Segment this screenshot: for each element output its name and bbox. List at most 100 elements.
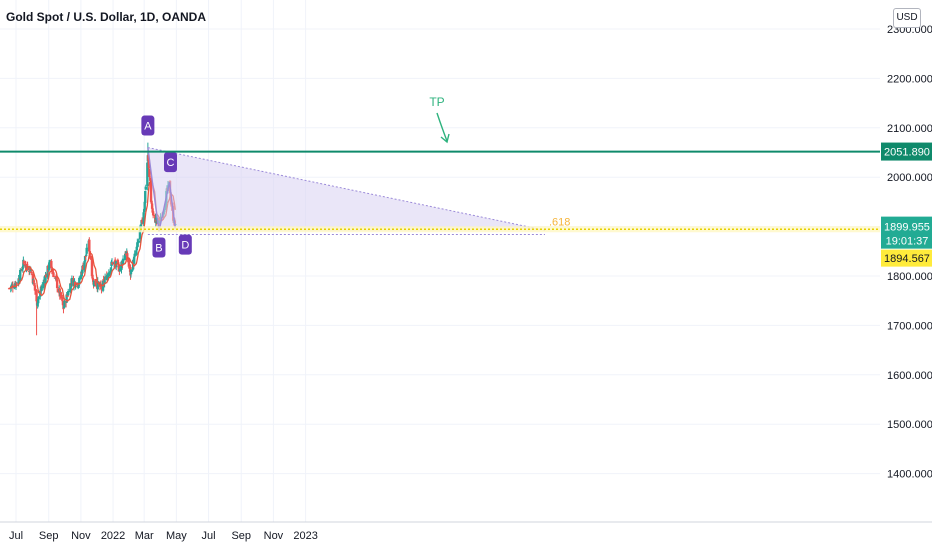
- candle-body: [147, 159, 151, 169]
- candle-body: [48, 260, 51, 263]
- candle-body: [144, 186, 147, 190]
- price-axis[interactable]: 2300.0002200.0002100.0002000.0001900.000…: [880, 0, 932, 550]
- resistance-tag-bg: [881, 142, 932, 161]
- candle-body: [63, 301, 66, 308]
- candle-body: [13, 287, 16, 289]
- candle-body: [83, 260, 86, 271]
- point-label-a: A: [144, 121, 152, 133]
- candle-body: [42, 279, 46, 287]
- candle-body: [85, 247, 88, 254]
- point-label-a-bg: [141, 115, 155, 136]
- tp-label: TP: [429, 95, 444, 109]
- candle-body: [69, 283, 72, 293]
- candle-body: [131, 269, 134, 271]
- candle-body: [26, 265, 29, 271]
- countdown-tag: 19:01:37: [886, 236, 929, 248]
- y-tick-label: 2100.000: [887, 123, 932, 135]
- candle-body: [27, 271, 31, 273]
- candle-body: [79, 275, 83, 279]
- candle-body: [125, 252, 128, 254]
- candle-body: [66, 295, 69, 297]
- candle-body: [78, 277, 81, 285]
- x-tick-label: Nov: [71, 530, 91, 542]
- candle-body: [92, 280, 96, 287]
- candle-body: [84, 254, 88, 256]
- candle-body: [22, 261, 26, 264]
- candle-body: [151, 208, 154, 213]
- candle-body: [102, 279, 105, 281]
- xabcd-pattern[interactable]: A B C D .618 TP: [141, 95, 570, 258]
- candle-body: [139, 224, 143, 227]
- candle-body: [132, 256, 136, 264]
- candle-body: [90, 257, 94, 277]
- candle-body: [91, 274, 94, 279]
- x-tick-label: Jul: [202, 530, 216, 542]
- candle-body: [74, 286, 77, 288]
- candle-body: [18, 279, 21, 281]
- candle-body: [46, 265, 49, 278]
- candle-body: [67, 291, 70, 296]
- x-tick-label: 2022: [101, 530, 125, 542]
- time-axis[interactable]: Jul Sep Nov 2022 Mar May Jul Sep Nov 2023: [0, 521, 932, 542]
- candle-body: [153, 215, 156, 217]
- candle-body: [118, 268, 122, 272]
- ma-line: [8, 179, 176, 303]
- candle-body: [25, 264, 29, 267]
- candle-body: [129, 269, 133, 275]
- candle-body: [100, 287, 103, 290]
- candle-body: [41, 286, 44, 289]
- candle-body: [103, 280, 106, 285]
- candle-body: [55, 279, 59, 289]
- candle-body: [150, 203, 154, 209]
- candle-body: [51, 270, 54, 272]
- x-tick-label: May: [166, 530, 187, 542]
- y-tick-label: 1600.000: [887, 370, 932, 382]
- candle-body: [61, 301, 65, 306]
- candle-body: [127, 258, 131, 267]
- currency-button[interactable]: USD: [893, 8, 921, 28]
- candle-body: [109, 267, 113, 271]
- candle-body: [107, 272, 111, 277]
- candle-body: [135, 247, 138, 251]
- candle-body: [37, 296, 40, 300]
- candle-body: [103, 276, 107, 280]
- candle-body: [35, 290, 38, 302]
- last-price-tag: 1899.955: [884, 222, 930, 234]
- support-tag-bg: [881, 249, 932, 267]
- support-tag: 1894.567: [884, 253, 930, 265]
- candle-body: [123, 253, 127, 261]
- candle-body: [126, 253, 129, 260]
- y-tick-label: 1400.000: [887, 469, 932, 481]
- candle-body: [44, 274, 48, 278]
- point-label-d: D: [181, 240, 189, 252]
- candle-body: [140, 219, 144, 223]
- candle-body: [59, 292, 63, 298]
- candle-body: [148, 169, 151, 178]
- candle-body: [11, 284, 14, 286]
- candle-body: [137, 240, 140, 243]
- x-tick-label: Nov: [264, 530, 284, 542]
- candle-body: [109, 270, 112, 274]
- price-lines: [0, 150, 880, 233]
- candle-body: [29, 270, 32, 272]
- point-label-c-bg: [164, 152, 178, 173]
- candle-body: [50, 260, 53, 269]
- candle-body: [111, 262, 114, 265]
- last-price-tag-bg: [881, 216, 932, 249]
- candle-body: [94, 284, 98, 287]
- candle-body: [69, 282, 73, 284]
- candle-body: [40, 289, 43, 291]
- candle-body: [96, 281, 99, 290]
- candle-body: [144, 190, 147, 203]
- candle-body: [19, 269, 22, 281]
- candle-body: [106, 274, 109, 281]
- candle-body: [146, 162, 149, 186]
- moving-average: [8, 179, 176, 303]
- y-tick-label: 1700.000: [887, 320, 932, 332]
- candle-body: [77, 285, 80, 287]
- candle-body: [84, 255, 87, 257]
- x-tick-label: 2023: [293, 530, 317, 542]
- candle-body: [83, 256, 87, 262]
